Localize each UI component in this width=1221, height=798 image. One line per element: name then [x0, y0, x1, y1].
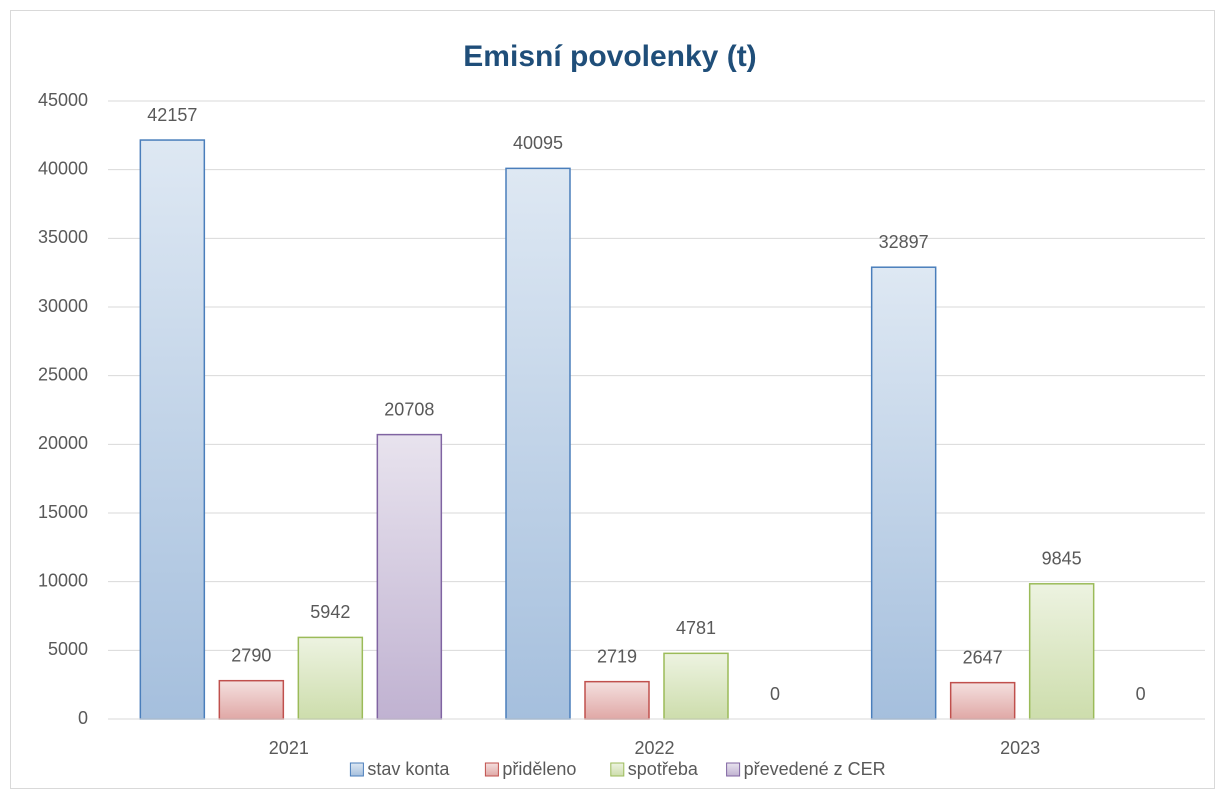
bar [1028, 583, 1095, 720]
data-label: 42157 [147, 105, 197, 125]
x-tick-label: 2021 [269, 738, 309, 758]
legend-swatch [484, 762, 499, 777]
bar [139, 139, 206, 720]
legend-label: převedené z CER [744, 759, 886, 779]
bar [376, 433, 443, 720]
chart-border [10, 10, 1215, 789]
y-tick-label: 45000 [38, 90, 88, 110]
y-tick-label: 40000 [38, 158, 88, 178]
data-label: 2790 [231, 645, 271, 665]
y-tick-label: 10000 [38, 570, 88, 590]
data-label: 4781 [676, 618, 716, 638]
y-tick-label: 20000 [38, 433, 88, 453]
data-label: 2647 [963, 647, 1003, 667]
data-label: 20708 [384, 399, 434, 419]
legend-label: stav konta [367, 759, 450, 779]
bar [870, 266, 937, 720]
y-tick-label: 0 [78, 708, 88, 728]
y-tick-label: 25000 [38, 364, 88, 384]
legend-label: spotřeba [628, 759, 699, 779]
y-tick-label: 5000 [48, 639, 88, 659]
data-label: 9845 [1042, 549, 1082, 569]
y-tick-label: 30000 [38, 296, 88, 316]
data-label: 0 [770, 684, 780, 704]
data-label: 0 [1136, 684, 1146, 704]
data-label: 5942 [310, 602, 350, 622]
data-label: 2719 [597, 646, 637, 666]
chart-title: Emisní povolenky (t) [463, 40, 756, 73]
y-tick-label: 15000 [38, 502, 88, 522]
bar [584, 680, 650, 720]
legend-swatch [610, 762, 625, 777]
x-tick-label: 2022 [634, 738, 674, 758]
data-label: 40095 [513, 133, 563, 153]
bar [297, 636, 364, 720]
x-tick-label: 2023 [1000, 738, 1040, 758]
bar [218, 679, 285, 720]
data-label: 32897 [879, 232, 929, 252]
legend-label: přiděleno [502, 759, 576, 779]
legend-swatch [349, 762, 364, 777]
legend-swatch [726, 762, 741, 777]
y-tick-label: 35000 [38, 227, 88, 247]
bar [949, 681, 1016, 720]
bar [505, 167, 571, 720]
bar [663, 652, 729, 720]
